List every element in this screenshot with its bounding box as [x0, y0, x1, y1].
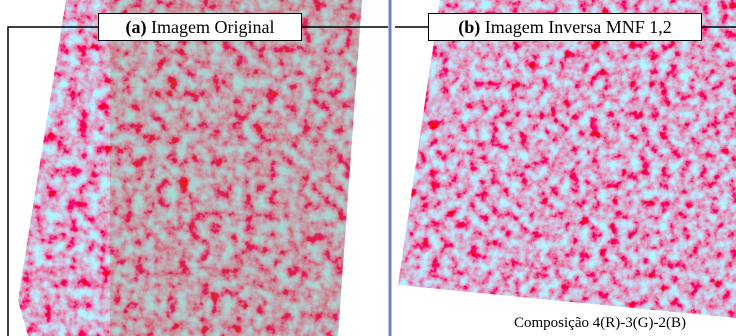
figure-art [0, 0, 736, 336]
image-strip [110, 0, 370, 336]
panel-letter: (b) [458, 17, 480, 37]
satellite-image [390, 0, 736, 336]
panel-title: Imagem Original [151, 17, 274, 37]
panel-label: (a) Imagem Original [98, 13, 302, 41]
caption: Composição 4(R)-3(G)-2(B) [512, 315, 688, 332]
panel-letter: (a) [126, 17, 147, 37]
figure: (a) Imagem Original (b) Imagem Inversa M… [0, 0, 736, 336]
panel-title: Imagem Inversa MNF 1,2 [485, 17, 672, 37]
panel-label: (b) Imagem Inversa MNF 1,2 [428, 13, 702, 41]
